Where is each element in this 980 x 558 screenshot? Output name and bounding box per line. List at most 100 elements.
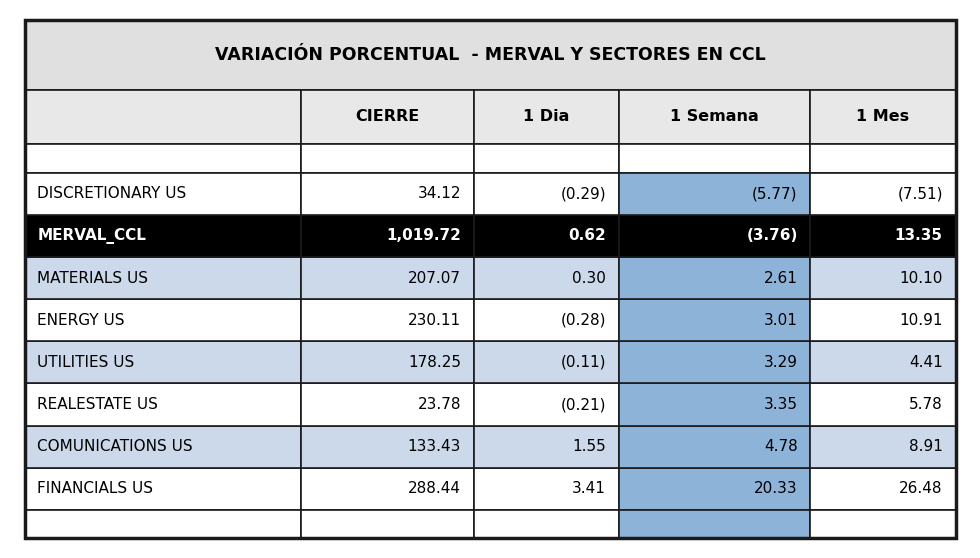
Bar xyxy=(301,144,473,172)
Bar xyxy=(473,468,618,510)
Text: 1,019.72: 1,019.72 xyxy=(386,228,461,243)
Bar xyxy=(301,383,473,426)
Text: ENERGY US: ENERGY US xyxy=(37,312,124,328)
Text: 3.41: 3.41 xyxy=(572,482,606,497)
Text: 1.55: 1.55 xyxy=(572,439,606,454)
Bar xyxy=(24,426,301,468)
Text: DISCRETIONARY US: DISCRETIONARY US xyxy=(37,186,186,201)
Bar xyxy=(24,215,301,257)
Text: 4.78: 4.78 xyxy=(764,439,798,454)
Text: 133.43: 133.43 xyxy=(408,439,461,454)
Bar xyxy=(618,215,810,257)
Text: 3.01: 3.01 xyxy=(763,312,798,328)
Text: 1 Dia: 1 Dia xyxy=(523,109,569,124)
Text: 178.25: 178.25 xyxy=(408,355,461,370)
Text: UTILITIES US: UTILITIES US xyxy=(37,355,134,370)
Bar xyxy=(473,299,618,341)
Bar xyxy=(301,510,473,538)
Bar xyxy=(618,383,810,426)
Bar xyxy=(473,215,618,257)
Text: 10.10: 10.10 xyxy=(900,271,943,286)
Text: MATERIALS US: MATERIALS US xyxy=(37,271,148,286)
Bar xyxy=(810,383,956,426)
Text: 34.12: 34.12 xyxy=(417,186,461,201)
Bar xyxy=(301,215,473,257)
Bar xyxy=(473,257,618,299)
Bar xyxy=(810,426,956,468)
Text: (7.51): (7.51) xyxy=(898,186,943,201)
Bar xyxy=(24,144,301,172)
Bar xyxy=(618,144,810,172)
Text: MERVAL_CCL: MERVAL_CCL xyxy=(37,228,146,244)
Bar xyxy=(618,172,810,215)
Bar xyxy=(810,144,956,172)
Bar xyxy=(810,215,956,257)
Bar xyxy=(301,299,473,341)
Text: FINANCIALS US: FINANCIALS US xyxy=(37,482,153,497)
Bar xyxy=(473,90,618,144)
Bar xyxy=(810,468,956,510)
Bar xyxy=(473,172,618,215)
Text: 13.35: 13.35 xyxy=(895,228,943,243)
Text: REALESTATE US: REALESTATE US xyxy=(37,397,158,412)
Bar xyxy=(301,426,473,468)
Bar xyxy=(618,299,810,341)
Bar xyxy=(473,341,618,383)
Bar xyxy=(618,257,810,299)
Bar xyxy=(810,341,956,383)
Bar xyxy=(473,510,618,538)
Bar xyxy=(810,172,956,215)
Text: (0.21): (0.21) xyxy=(561,397,606,412)
Bar xyxy=(810,90,956,144)
Bar xyxy=(24,20,956,90)
Bar xyxy=(810,510,956,538)
Bar xyxy=(24,510,301,538)
Text: 0.30: 0.30 xyxy=(572,271,606,286)
Text: (0.11): (0.11) xyxy=(561,355,606,370)
Bar xyxy=(301,468,473,510)
Bar xyxy=(301,257,473,299)
Bar xyxy=(810,299,956,341)
Bar xyxy=(810,257,956,299)
Text: 1 Mes: 1 Mes xyxy=(857,109,909,124)
Bar xyxy=(24,383,301,426)
Bar xyxy=(301,172,473,215)
Text: 1 Semana: 1 Semana xyxy=(670,109,759,124)
Bar xyxy=(301,341,473,383)
Text: 10.91: 10.91 xyxy=(900,312,943,328)
Text: 207.07: 207.07 xyxy=(408,271,461,286)
Text: (0.28): (0.28) xyxy=(561,312,606,328)
Text: 3.35: 3.35 xyxy=(763,397,798,412)
Text: 8.91: 8.91 xyxy=(908,439,943,454)
Bar xyxy=(24,468,301,510)
Text: 2.61: 2.61 xyxy=(763,271,798,286)
Text: COMUNICATIONS US: COMUNICATIONS US xyxy=(37,439,193,454)
Bar xyxy=(24,299,301,341)
Bar xyxy=(473,426,618,468)
Bar xyxy=(618,341,810,383)
Text: 20.33: 20.33 xyxy=(754,482,798,497)
Text: VARIACIÓN PORCENTUAL  - MERVAL Y SECTORES EN CCL: VARIACIÓN PORCENTUAL - MERVAL Y SECTORES… xyxy=(215,46,765,64)
Bar xyxy=(473,383,618,426)
Text: CIERRE: CIERRE xyxy=(355,109,419,124)
Text: 3.29: 3.29 xyxy=(763,355,798,370)
Text: (3.76): (3.76) xyxy=(747,228,798,243)
Text: (0.29): (0.29) xyxy=(561,186,606,201)
Text: 26.48: 26.48 xyxy=(900,482,943,497)
Bar xyxy=(24,341,301,383)
Text: 288.44: 288.44 xyxy=(408,482,461,497)
Text: 4.41: 4.41 xyxy=(909,355,943,370)
Bar xyxy=(24,257,301,299)
Bar xyxy=(24,90,301,144)
Bar xyxy=(618,468,810,510)
Bar xyxy=(24,172,301,215)
Text: 23.78: 23.78 xyxy=(417,397,461,412)
Text: (5.77): (5.77) xyxy=(753,186,798,201)
Text: 0.62: 0.62 xyxy=(568,228,606,243)
Bar xyxy=(618,426,810,468)
Bar xyxy=(301,90,473,144)
Text: 5.78: 5.78 xyxy=(909,397,943,412)
Text: 230.11: 230.11 xyxy=(408,312,461,328)
Bar xyxy=(473,144,618,172)
Bar xyxy=(618,90,810,144)
